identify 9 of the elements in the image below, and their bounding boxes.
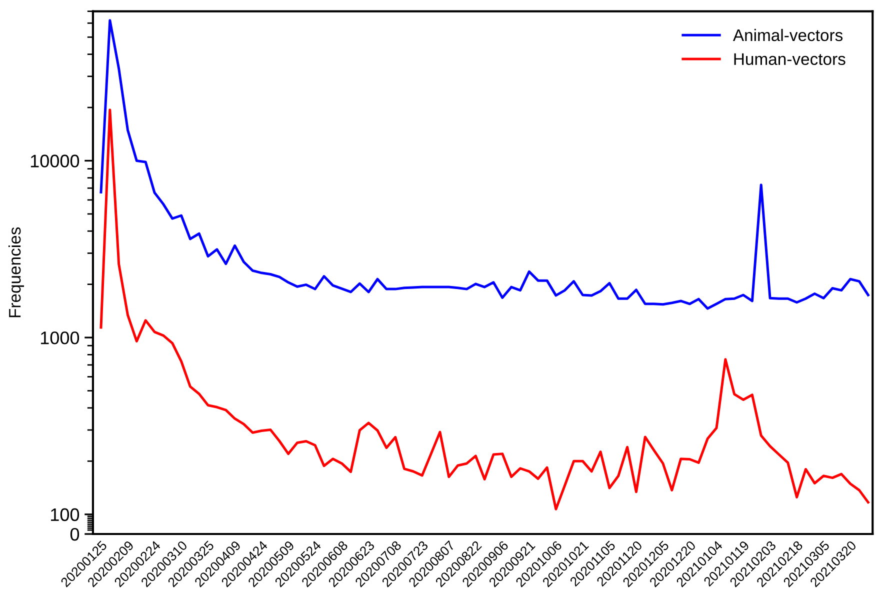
line-series: [100, 19, 870, 310]
y-tick-label: 1000: [40, 331, 80, 344]
y-tick-label: 100: [51, 508, 80, 522]
legend-label: Animal-vectors: [732, 28, 843, 42]
legend-label: Human-vectors: [734, 53, 846, 66]
y-tick-label: 0: [70, 528, 80, 541]
y-axis-title: Frequencies: [8, 227, 24, 318]
y-tick-label: 10000: [30, 154, 80, 168]
line-series: [100, 108, 870, 510]
